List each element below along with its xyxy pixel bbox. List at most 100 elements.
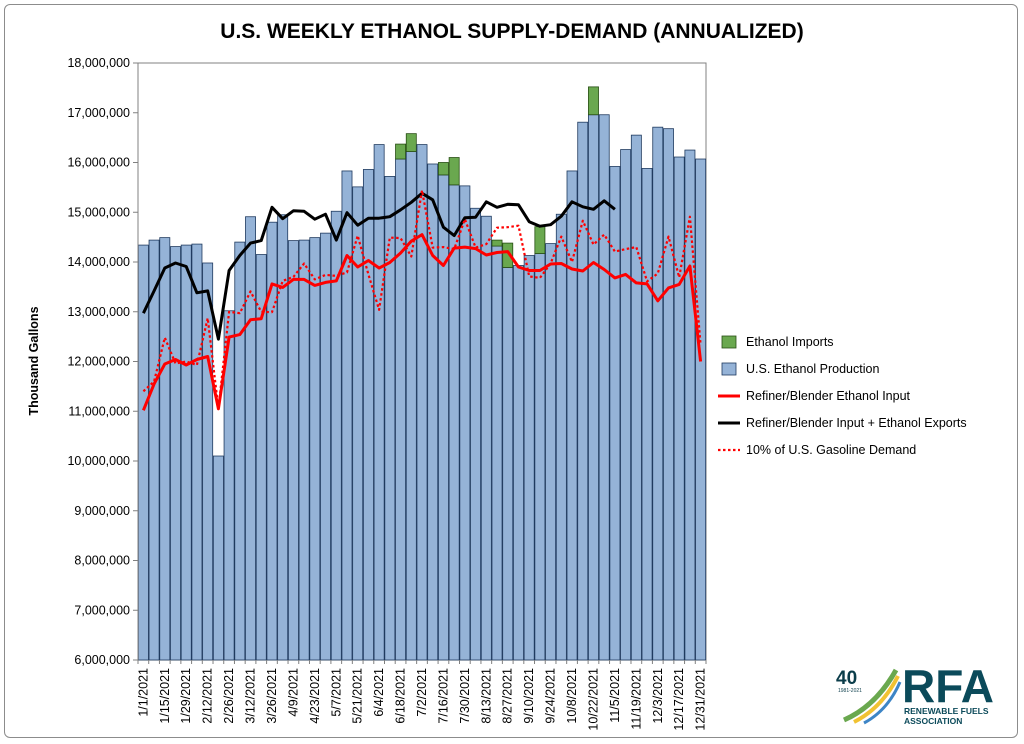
x-tick-label: 3/12/2021 (244, 668, 258, 724)
production-bar (502, 267, 514, 661)
logo-anniversary: 40 (836, 668, 857, 689)
legend-swatch (721, 335, 737, 349)
x-tick-label: 4/9/2021 (286, 668, 300, 717)
production-bar (598, 114, 610, 661)
production-bar (341, 170, 353, 661)
production-bar (513, 265, 524, 661)
y-tick-label: 15,000,000 (67, 205, 130, 219)
rfa-logo: 40 1981-2021 RFA RENEWABLE FUELS ASSOCIA… (836, 660, 994, 726)
production-bar (491, 245, 503, 661)
logo-swoosh-yellow (853, 675, 900, 724)
imports-bar (405, 133, 417, 152)
logo-line1: RENEWABLE FUELS (904, 706, 989, 716)
y-tick-label: 11,000,000 (68, 404, 130, 418)
production-bar (352, 186, 364, 661)
production-bar (630, 134, 642, 661)
production-bar (159, 237, 171, 661)
y-axis-label: Thousand Gallons (27, 306, 41, 415)
production-bar (298, 239, 310, 661)
production-bar (427, 163, 439, 661)
x-tick-label: 12/17/2021 (672, 668, 686, 731)
y-tick-label: 8,000,000 (74, 554, 130, 568)
x-tick-label: 2/12/2021 (201, 668, 215, 724)
production-bar (534, 253, 546, 661)
x-tick-label: 9/24/2021 (544, 668, 558, 724)
x-tick-label: 12/3/2021 (651, 668, 665, 724)
production-bar (384, 176, 396, 661)
production-bar (180, 244, 192, 661)
chart-title: U.S. WEEKLY ETHANOL SUPPLY-DEMAND (ANNUA… (220, 20, 803, 43)
y-tick-label: 9,000,000 (74, 504, 130, 518)
x-tick-label: 6/18/2021 (394, 668, 408, 724)
legend-label: Refiner/Blender Ethanol Input (746, 389, 911, 403)
legend-label: Refiner/Blender Input + Ethanol Exports (746, 416, 967, 430)
x-tick-label: 4/23/2021 (308, 668, 322, 724)
production-bar (480, 215, 492, 661)
legend-label: Ethanol Imports (746, 335, 834, 349)
x-tick-label: 8/27/2021 (501, 668, 515, 724)
x-tick-label: 7/16/2021 (436, 668, 450, 724)
y-axis: 6,000,000 7,000,000 8,000,000 9,000,000 10,0… (67, 56, 139, 667)
x-tick-label: 1/1/2021 (136, 668, 150, 717)
production-bar (320, 232, 331, 661)
production-bar (405, 151, 417, 661)
imports-bar (491, 239, 503, 247)
input-plus-exports-line (142, 191, 616, 341)
production-bar (309, 237, 321, 661)
y-tick-label: 18,000,000 (67, 56, 130, 70)
production-bar (459, 185, 471, 661)
production-bar (673, 156, 685, 661)
production-bar (373, 144, 385, 661)
imports-bar (502, 242, 514, 268)
y-tick-label: 12,000,000 (67, 355, 130, 369)
imports-bar (448, 157, 460, 186)
imports-bar (395, 143, 407, 160)
y-tick-label: 13,000,000 (67, 305, 130, 319)
logo-mark: RFA (902, 660, 994, 712)
production-bar (663, 128, 674, 661)
x-tick-label: 11/5/2021 (608, 668, 622, 723)
x-tick-label: 8/13/2021 (479, 668, 493, 724)
production-bar (566, 170, 578, 661)
imports-bar (588, 86, 599, 116)
y-tick-label: 7,000,000 (74, 603, 130, 617)
x-tick-label: 2/26/2021 (222, 668, 236, 724)
logo-line2: ASSOCIATION (904, 716, 962, 726)
production-bar (545, 243, 557, 661)
production-bar (202, 262, 214, 661)
x-tick-label: 5/7/2021 (329, 668, 343, 717)
production-bar (641, 168, 653, 661)
legend-label: U.S. Ethanol Production (746, 362, 879, 376)
production-bar (620, 149, 632, 661)
y-tick-label: 14,000,000 (67, 255, 130, 269)
legend-label: 10% of U.S. Gasoline Demand (746, 443, 916, 457)
imports-bar (437, 162, 449, 176)
x-tick-label: 5/21/2021 (351, 668, 365, 724)
production-bar (395, 158, 407, 661)
production-bar (470, 207, 482, 661)
x-axis: 1/1/2021 1/15/2021 1/29/2021 2/12/2021 2/26/… (136, 660, 708, 731)
legend-swatch (721, 362, 737, 376)
production-bar (245, 216, 256, 661)
production-bar (234, 241, 246, 661)
x-tick-label: 10/22/2021 (587, 668, 601, 731)
production-bar (277, 214, 289, 661)
production-bar (588, 114, 599, 661)
x-tick-label: 1/15/2021 (158, 668, 172, 724)
y-tick-label: 6,000,000 (74, 653, 130, 667)
x-tick-label: 11/19/2021 (629, 668, 643, 730)
production-bar (330, 210, 342, 661)
production-bar (212, 455, 224, 661)
y-tick-label: 17,000,000 (67, 106, 130, 120)
production-bar (362, 169, 374, 661)
production-bar (416, 144, 428, 661)
x-tick-label: 10/8/2021 (565, 668, 579, 724)
x-tick-label: 3/26/2021 (265, 668, 279, 724)
x-tick-label: 12/31/2021 (694, 668, 708, 731)
logo-anniversary-years: 1981-2021 (838, 688, 862, 694)
plot-area (137, 62, 707, 661)
x-tick-label: 6/4/2021 (372, 668, 386, 717)
logo-swoosh-blue (863, 681, 902, 725)
production-bar (191, 243, 203, 661)
